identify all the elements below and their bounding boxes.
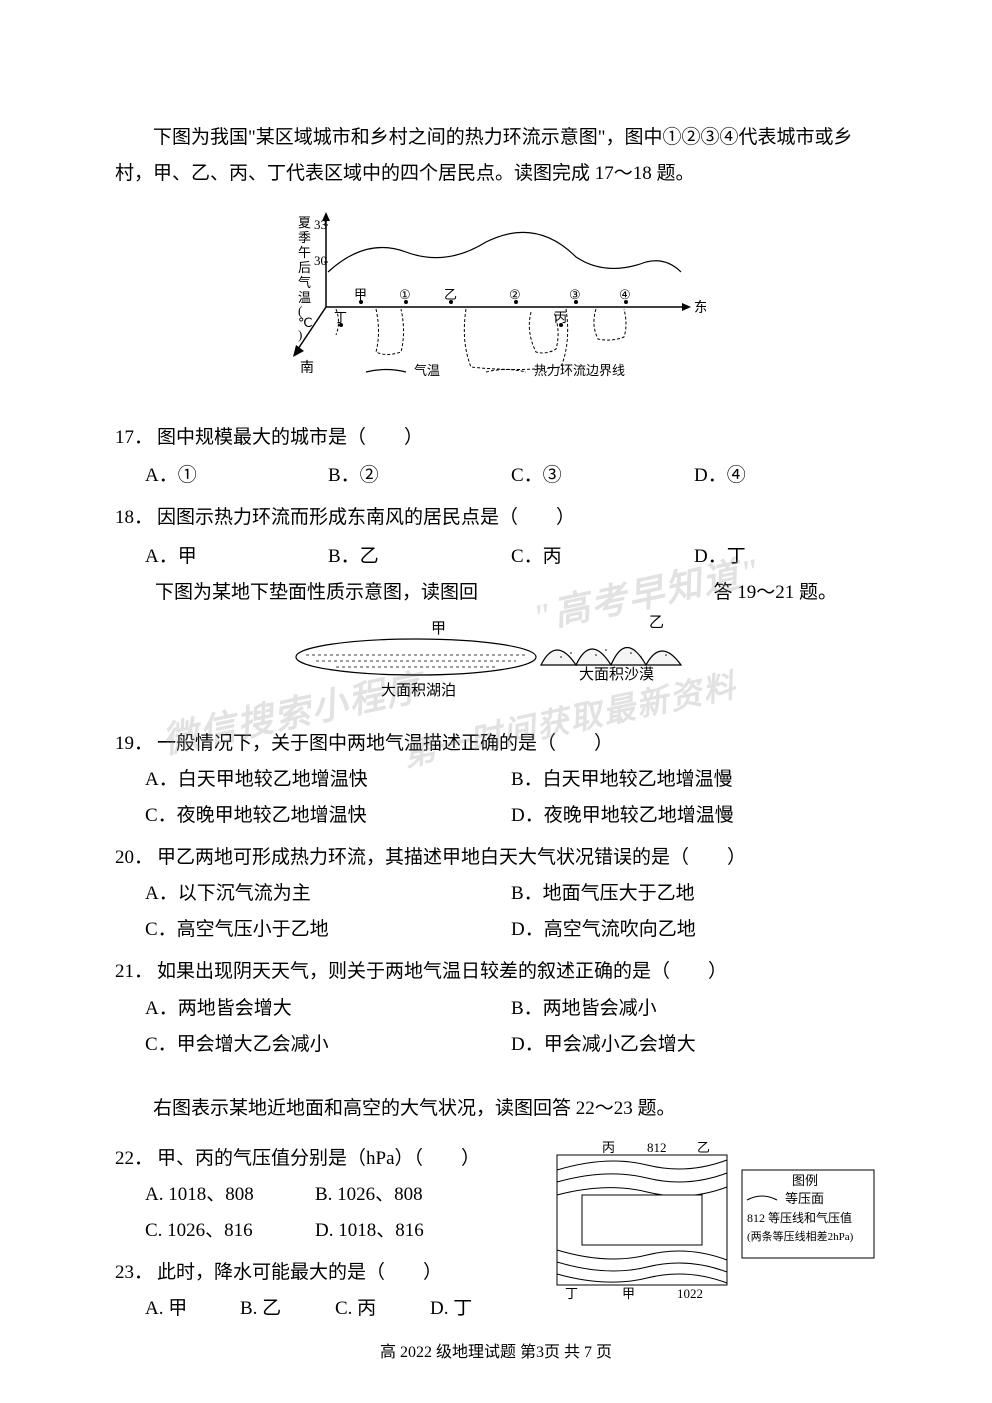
svg-text:③: ③ (569, 287, 581, 302)
svg-text:乙: 乙 (444, 287, 457, 302)
option: C．丙 (511, 539, 694, 575)
option: B. 乙 (240, 1291, 335, 1327)
q-number: 21． (115, 954, 153, 990)
q-text: 因图示热力环流而形成东南风的居民点是（ ） (157, 500, 575, 536)
q-number: 17． (115, 420, 153, 456)
svg-text:丙: 丙 (554, 310, 567, 325)
svg-text:后: 后 (298, 260, 311, 275)
intro-paragraph: 下图为我国"某区域城市和乡村之间的热力环流示意图"，图中①②③④代表城市或乡村，… (115, 120, 877, 192)
svg-text:甲: 甲 (354, 287, 367, 302)
svg-text:1022: 1022 (677, 1286, 703, 1300)
option: C. 丙 (335, 1291, 430, 1327)
option: B. 1026、808 (315, 1177, 485, 1213)
svg-text:东: 东 (694, 300, 706, 316)
page-footer: 高 2022 级地理试题 第3页 共 7 页 (0, 1338, 992, 1368)
svg-text:甲: 甲 (622, 1286, 635, 1300)
svg-text:热力环流边界线: 热力环流边界线 (534, 363, 625, 378)
q-number: 20． (115, 840, 153, 876)
svg-text:丁: 丁 (334, 310, 347, 325)
option: A．① (145, 458, 328, 494)
y-axis-label: 夏 (298, 215, 311, 230)
q-text: 如果出现阴天天气，则关于两地气温日较差的叙述正确的是（ ） (157, 954, 727, 990)
svg-text:气温: 气温 (414, 363, 440, 378)
q-text: 一般情况下，关于图中两地气温描述正确的是（ ） (157, 726, 613, 762)
option: B．乙 (328, 539, 511, 575)
q-text: 此时，降水可能最大的是（ ） (157, 1255, 442, 1291)
option: D．高空气流吹向乙地 (511, 912, 877, 948)
option: D．④ (694, 458, 877, 494)
option: C．夜晚甲地较乙地增温快 (145, 798, 511, 834)
svg-text:图例: 图例 (792, 1173, 818, 1188)
svg-text:丁: 丁 (565, 1286, 578, 1300)
intro3: 右图表示某地近地面和高空的大气状况，读图回答 22～23 题。 (115, 1091, 877, 1127)
svg-text:①: ① (399, 287, 411, 302)
svg-text:甲: 甲 (431, 621, 446, 637)
figure3-container: 丙 812 乙 丁 甲 1022 图例 等压面 812 等压线和气压值 (两条等… (547, 1140, 877, 1313)
svg-text:大面积湖泊: 大面积湖泊 (381, 682, 456, 699)
option: C．③ (511, 458, 694, 494)
figure1-container: 夏 季 午 后 气 温 ( ℃ ) 东 南 33 30 甲 ① 乙 ② ③ ④ … (115, 207, 877, 395)
svg-text:气: 气 (298, 275, 311, 290)
q-number: 19． (115, 726, 153, 762)
svg-text:): ) (298, 327, 302, 342)
question-18: 18． 因图示热力环流而形成东南风的居民点是（ ） A．甲 B．乙 C．丙 D．… (115, 500, 877, 574)
question-21: 21． 如果出现阴天天气，则关于两地气温日较差的叙述正确的是（ ） A．两地皆会… (115, 954, 877, 1062)
option: A．两地皆会增大 (145, 991, 511, 1027)
svg-text:等压面: 等压面 (785, 1191, 824, 1206)
svg-text:丙: 丙 (602, 1140, 615, 1155)
svg-text:(两条等压线相差2hPa): (两条等压线相差2hPa) (747, 1229, 854, 1243)
option: A．以下沉气流为主 (145, 876, 511, 912)
figure2-container: 甲 乙 大面积湖泊 大面积沙漠 (115, 615, 877, 718)
option: A．甲 (145, 539, 328, 575)
option: B．地面气压大于乙地 (511, 876, 877, 912)
svg-text:南: 南 (300, 360, 314, 376)
option: B．② (328, 458, 511, 494)
question-19: 19． 一般情况下，关于图中两地气温描述正确的是（ ） A．白天甲地较乙地增温快… (115, 726, 877, 834)
option: D. 丁 (430, 1291, 525, 1327)
figure2-svg: 甲 乙 大面积湖泊 大面积沙漠 (281, 615, 711, 705)
option: A. 甲 (145, 1291, 240, 1327)
q-text: 图中规模最大的城市是（ ） (157, 420, 423, 456)
question-20: 20． 甲乙两地可形成热力环流，其描述甲地白天大气状况错误的是（ ） A．以下沉… (115, 840, 877, 948)
option: B．两地皆会减小 (511, 991, 877, 1027)
svg-text:大面积沙漠: 大面积沙漠 (579, 666, 654, 683)
svg-text:812: 812 (647, 1140, 667, 1155)
q-text: 甲乙两地可形成热力环流，其描述甲地白天大气状况错误的是（ ） (157, 840, 746, 876)
option: D．丁 (694, 539, 877, 575)
option: D. 1018、816 (315, 1213, 485, 1249)
option: A．白天甲地较乙地增温快 (145, 762, 511, 798)
option: A. 1018、808 (145, 1177, 315, 1213)
figure1-svg: 夏 季 午 后 气 温 ( ℃ ) 东 南 33 30 甲 ① 乙 ② ③ ④ … (286, 207, 706, 382)
svg-text:季: 季 (298, 230, 311, 245)
intro2: 下图为某地下垫面性质示意图，读图回 答 19～21 题。 (115, 575, 877, 611)
option: D．夜晚甲地较乙地增温慢 (511, 798, 877, 834)
svg-text:812 等压线和气压值: 812 等压线和气压值 (747, 1210, 852, 1225)
option: C．高空气压小于乙地 (145, 912, 511, 948)
svg-text:②: ② (509, 287, 521, 302)
svg-text:乙: 乙 (649, 615, 664, 631)
option: C．甲会增大乙会减小 (145, 1027, 511, 1063)
question-17: 17． 图中规模最大的城市是（ ） A．① B．② C．③ D．④ (115, 420, 877, 494)
option: D．甲会减小乙会增大 (511, 1027, 877, 1063)
q-number: 18． (115, 500, 153, 536)
option: B．白天甲地较乙地增温慢 (511, 762, 877, 798)
option: C. 1026、816 (145, 1213, 315, 1249)
svg-text:乙: 乙 (697, 1140, 710, 1155)
q-text: 甲、丙的气压值分别是（hPa）（ ） (157, 1141, 480, 1177)
figure3-svg: 丙 812 乙 丁 甲 1022 图例 等压面 812 等压线和气压值 (两条等… (547, 1140, 877, 1300)
svg-text:④: ④ (619, 287, 631, 302)
svg-text:午: 午 (298, 245, 311, 260)
q-number: 22． (115, 1141, 153, 1177)
q-number: 23． (115, 1255, 153, 1291)
svg-text:30: 30 (314, 253, 327, 268)
